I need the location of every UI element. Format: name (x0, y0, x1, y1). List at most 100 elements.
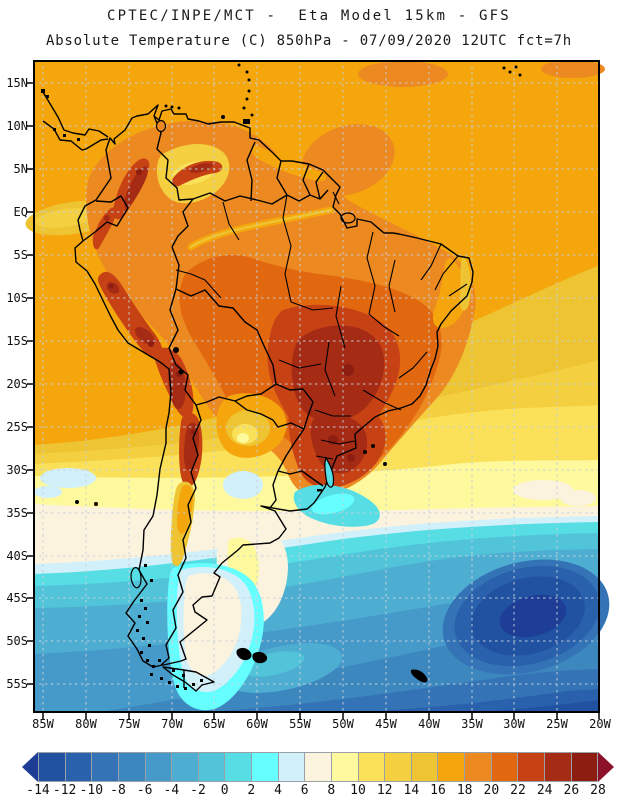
border-peru-bolivia (168, 288, 179, 366)
colorbar-box (224, 753, 251, 781)
temperature-colorbar (22, 752, 614, 782)
colorbar-box (171, 753, 198, 781)
colorbar-tick-label: 8 (327, 783, 336, 798)
border-bolivia-argentina (195, 396, 236, 406)
colorbar-box (117, 753, 145, 781)
border-guyana-suriname (276, 160, 288, 196)
latitude-label: 30S (6, 463, 28, 477)
latitude-label: 45S (6, 591, 28, 605)
latitude-label: 50S (6, 634, 28, 648)
latitude-label: 55S (6, 677, 28, 691)
colorbar-tick-label: 10 (350, 783, 366, 798)
longitude-label: 40W (418, 717, 440, 731)
longitude-label: 80W (75, 717, 97, 731)
colorbar-tick-label: -4 (163, 783, 180, 798)
colorbar-tick-label: 14 (403, 783, 420, 798)
longitude-label: 50W (332, 717, 354, 731)
colorbar-box (197, 753, 225, 781)
colorbar-tick-label: -14 (26, 783, 50, 798)
islands-and-lakes (75, 63, 522, 683)
colorbar-tick-label: 26 (563, 783, 580, 798)
latitude-label: 5S (13, 248, 28, 262)
colorbar-box (384, 753, 411, 781)
colorbar-box (517, 753, 544, 781)
colorbar-tick-label: 16 (430, 783, 446, 798)
longitude-label: 65W (203, 717, 225, 731)
chart-title-line2: Absolute Temperature (C) 850hPa - 07/09/… (45, 33, 573, 49)
latitude-label: EQ (13, 205, 28, 219)
longitude-label: 60W (246, 717, 268, 731)
colorbar-left-arrow-icon (22, 752, 38, 782)
colorbar-tick-label: 6 (300, 783, 309, 798)
longitude-label: 85W (32, 717, 54, 731)
axis-ticks (27, 82, 600, 719)
falkland-islands-east (252, 651, 268, 664)
colorbar-box (543, 753, 571, 781)
colorbar-box (64, 753, 92, 781)
colorbar-tick-label: 4 (274, 783, 282, 798)
border-colombia-venezuela (153, 115, 194, 201)
latitude-label: 20S (6, 377, 28, 391)
colorbar-tick-label: -10 (79, 783, 104, 798)
colorbar-box (464, 753, 491, 781)
longitude-label: 45W (375, 717, 397, 731)
colorbar-tick-label: 22 (510, 783, 526, 798)
longitude-label: 35W (461, 717, 483, 731)
border-chile-argentina (160, 404, 202, 666)
border-colombia-peru-brazil (171, 198, 194, 248)
latitude-label: 10S (6, 291, 28, 305)
border-argentina-paraguay (234, 400, 305, 430)
longitude-label: 55W (289, 717, 311, 731)
border-bolivia-brazil (175, 288, 277, 385)
longitude-label: 70W (161, 717, 183, 731)
colorbar-box (330, 753, 358, 781)
colorbar-tick-label: 18 (456, 783, 473, 798)
border-uruguay-brazil (277, 470, 324, 487)
andes-mountain-speckles (41, 89, 203, 690)
colorbar-right-arrow-icon (598, 752, 614, 782)
colorbar-tick-label: -6 (136, 783, 153, 798)
latitude-label: 35S (6, 506, 28, 520)
colorbar-box (570, 753, 598, 781)
colorbar-box (410, 753, 438, 781)
border-colombia-ecuador (95, 195, 129, 209)
border-paraguay-brazil (275, 383, 314, 430)
map-plot-area (25, 60, 610, 719)
border-argentina-uruguay (269, 470, 279, 509)
latitude-label: 25S (6, 420, 28, 434)
graticule (33, 60, 600, 713)
border-frguiana-brazil (315, 171, 324, 200)
border-north-brazil (192, 189, 329, 205)
longitude-label: 20W (589, 717, 611, 731)
colorbar-box (277, 753, 305, 781)
border-suriname-frguiana (302, 163, 311, 196)
latitude-label: 10N (6, 119, 28, 133)
south-america-coastline (74, 104, 474, 668)
falkland-islands (236, 647, 252, 661)
colorbar-tick-label: 24 (536, 783, 553, 798)
latitude-label: 40S (6, 549, 28, 563)
colorbar-tick-label: 2 (247, 783, 256, 798)
south-georgia-island (410, 669, 428, 683)
colorbar-box (304, 753, 331, 781)
colorbar-box (91, 753, 118, 781)
longitude-label: 75W (118, 717, 140, 731)
colorbar-box (39, 753, 65, 781)
latitude-label: 5N (13, 162, 28, 176)
border-bolivia-paraguay (234, 383, 277, 402)
colorbar-box (357, 753, 385, 781)
colorbar-tick-label: 28 (590, 783, 606, 798)
lagoon-outlines (130, 119, 356, 589)
longitude-label: 30W (503, 717, 525, 731)
colorbar-tick-label: 20 (483, 783, 500, 798)
colorbar-tick-label: 0 (220, 783, 229, 798)
chart-title-line1: CPTEC/INPE/MCT - Eta Model 15km - GFS (107, 8, 511, 24)
colorbar-tick-label: -8 (110, 783, 126, 798)
map-canvas (25, 60, 610, 719)
colorbar-box (490, 753, 518, 781)
central-america-coastline (42, 91, 109, 138)
colorbar-tick-label: -2 (190, 783, 206, 798)
temperature-field (25, 60, 610, 713)
map-frame (33, 60, 600, 713)
